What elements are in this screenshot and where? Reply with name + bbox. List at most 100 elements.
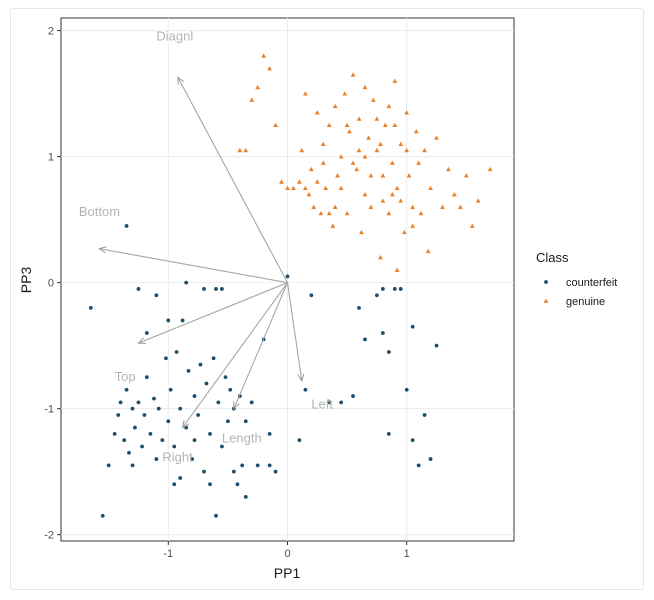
counterfeit-point (148, 431, 153, 436)
counterfeit-point (156, 406, 161, 411)
genuine-point (332, 204, 338, 209)
x-axis-ticks: -1 0 1 (163, 541, 410, 560)
genuine-point (398, 141, 404, 146)
genuine-point (356, 116, 362, 121)
counterfeit-point (166, 318, 171, 323)
counterfeit-point (398, 287, 403, 291)
genuine-point (302, 185, 308, 191)
genuine-point (249, 97, 255, 102)
counterfeit-point (386, 350, 391, 354)
counterfeit-point (88, 305, 93, 310)
counterfeit-point (267, 431, 272, 436)
genuine-point (394, 267, 400, 272)
loading-label-diagnl: Diagnl (156, 29, 193, 44)
counterfeit-point (410, 438, 415, 443)
genuine-point (487, 166, 493, 172)
genuine-point (457, 204, 463, 209)
genuine-point (374, 116, 380, 121)
counterfeit-point (404, 387, 409, 392)
genuine-point (451, 192, 457, 197)
x-tick-label: -1 (163, 548, 173, 560)
counterfeit-point (136, 287, 141, 291)
counterfeit-point (142, 413, 147, 417)
counterfeit-point (273, 469, 278, 474)
genuine-point (398, 198, 404, 203)
genuine-point (356, 147, 362, 153)
counterfeit-point (180, 318, 185, 323)
counterfeit-point (297, 438, 302, 443)
x-axis-title: PP1 (274, 565, 301, 581)
counterfeit-point (202, 469, 206, 474)
genuine-point (267, 66, 273, 71)
counterfeit-point (428, 457, 433, 461)
genuine-point (368, 173, 374, 178)
counterfeit-point (211, 356, 216, 361)
genuine-point (386, 210, 392, 216)
y-tick-label: 2 (48, 26, 54, 38)
genuine-point (362, 84, 368, 90)
counterfeit-point (184, 425, 189, 430)
genuine-point (279, 179, 284, 184)
loading-label-top: Top (115, 369, 136, 384)
loading-label-bottom: Bottom (79, 204, 120, 219)
genuine-point (418, 210, 424, 216)
genuine-point (374, 147, 380, 153)
counterfeit-point (144, 331, 149, 335)
y-tick-label: -2 (44, 530, 54, 542)
genuine-point (401, 229, 407, 235)
loading-arrow-top (138, 282, 288, 343)
genuine-point (362, 192, 368, 197)
genuine-point (344, 122, 350, 128)
genuine-point (261, 53, 267, 58)
genuine-point (332, 103, 338, 109)
counterfeit-point (178, 406, 183, 411)
genuine-point (314, 110, 320, 115)
counterfeit-point (160, 438, 165, 443)
legend-key-counterfeit (544, 280, 548, 284)
counterfeit-point (130, 406, 135, 411)
genuine-point (338, 185, 344, 191)
loading-arrow-diagnl (178, 77, 288, 283)
genuine-point (306, 192, 312, 197)
x-tick-label: 0 (284, 548, 290, 560)
y-tick-label: 1 (48, 152, 54, 164)
counterfeit-point (386, 431, 391, 436)
counterfeit-point (235, 482, 240, 487)
genuine-point (386, 103, 392, 109)
counterfeit-point (192, 394, 197, 398)
counterfeit-point (255, 463, 260, 468)
counterfeit-point (208, 482, 212, 487)
loading-label-length: Length (222, 431, 262, 446)
counterfeit-point (249, 400, 254, 405)
genuine-point (413, 129, 419, 134)
counterfeit-point (422, 413, 427, 417)
counterfeit-point (351, 394, 355, 398)
genuine-point (344, 210, 350, 216)
counterfeit-point (136, 400, 141, 405)
counterfeit-point (214, 513, 218, 518)
genuine-point (354, 166, 360, 172)
counterfeit-point (267, 463, 272, 468)
genuine-point (368, 204, 374, 209)
genuine-point (422, 147, 427, 153)
genuine-point (308, 166, 314, 172)
counterfeit-point (184, 280, 189, 285)
counterfeit-point (133, 425, 137, 430)
counterfeit-point (118, 400, 123, 405)
genuine-point (342, 91, 348, 96)
counterfeit-point (303, 387, 308, 392)
counterfeit-point (214, 287, 218, 291)
legend-title: Class (536, 250, 569, 265)
genuine-point (320, 160, 326, 165)
genuine-point (338, 154, 344, 159)
loading-arrow-right (183, 282, 288, 428)
counterfeit-point (357, 305, 361, 310)
counterfeit-point (410, 324, 415, 329)
genuine-point (440, 204, 445, 209)
counterfeit-point (204, 381, 209, 386)
counterfeit-point (154, 293, 159, 298)
genuine-point (410, 223, 416, 228)
genuine-point (392, 122, 398, 128)
genuine-point (434, 135, 439, 140)
genuine-point (320, 141, 326, 146)
